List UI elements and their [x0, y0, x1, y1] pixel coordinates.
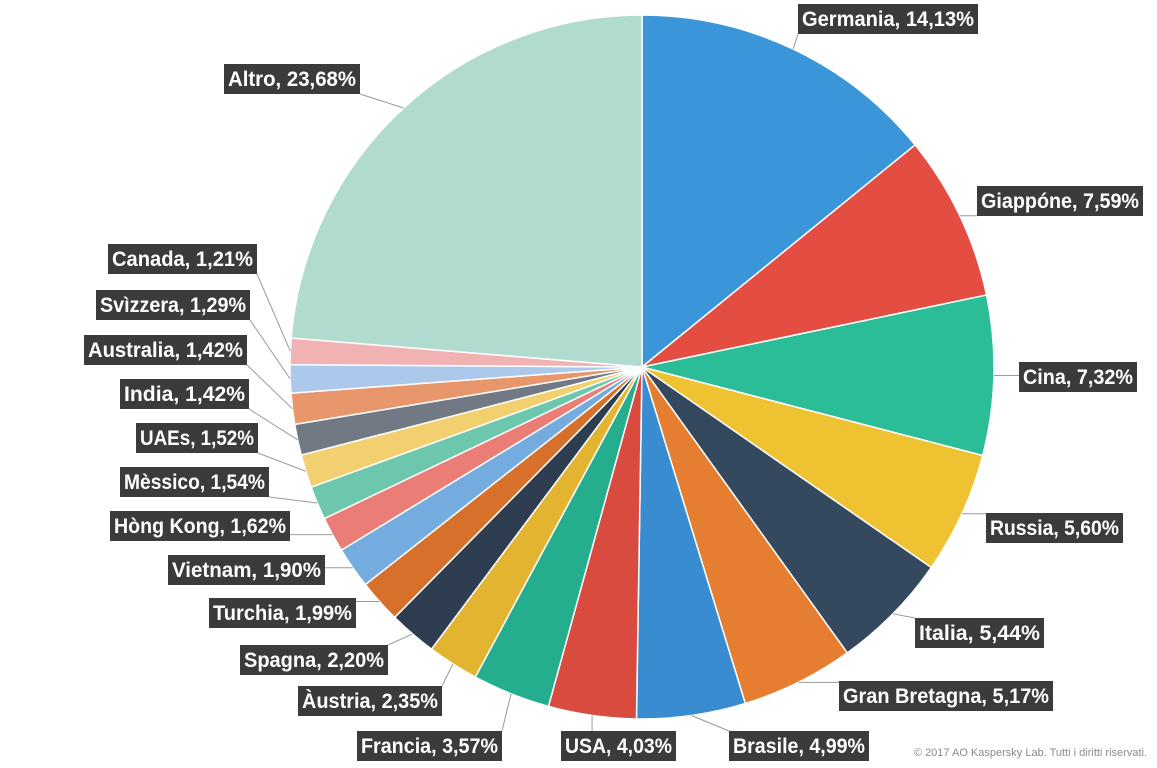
slice-label: Vietnam, 1,90%	[168, 555, 325, 585]
leader-line	[892, 613, 916, 619]
slice-label-text: USA, 4,03%	[565, 735, 672, 758]
slice-label: Spagna, 2,20%	[240, 645, 388, 675]
leader-line	[256, 273, 291, 352]
slice-label: Russia, 5,60%	[986, 513, 1123, 543]
slice-labels: Germania, 14,13% Giappóne, 7,59% Cina, 7,3…	[84, 4, 1143, 761]
leader-line	[441, 663, 454, 687]
slice-label-text: Russia, 5,60%	[990, 517, 1119, 540]
slice-label-text: Francia, 3,57%	[361, 735, 498, 758]
leader-line	[248, 408, 298, 441]
slice-label: Canada, 1,21%	[108, 244, 257, 274]
slice-label: Àustria, 2,35%	[298, 686, 442, 716]
slice-label-text: Àustria, 2,35%	[302, 690, 438, 713]
slice-label-text: Mèssico, 1,54%	[124, 471, 265, 494]
slice-label-text: Germania, 14,13%	[802, 8, 974, 31]
leader-line	[246, 364, 293, 410]
slice-label-box	[798, 4, 978, 34]
leader-line	[387, 633, 413, 646]
leader-line	[359, 93, 404, 109]
slice-label-box	[240, 645, 388, 675]
leader-line	[792, 33, 799, 50]
slice-label-text: UAEs, 1,52%	[140, 427, 254, 450]
slice-label-box	[1019, 362, 1137, 392]
slice-label-box	[986, 513, 1123, 543]
slice-label-box	[84, 335, 247, 365]
slice-label-text: Cina, 7,32%	[1023, 366, 1133, 389]
slice-label-box	[915, 618, 1044, 648]
slice-label-box	[298, 686, 442, 716]
slice-label-box	[977, 186, 1143, 216]
slice-label: Mèssico, 1,54%	[120, 467, 269, 497]
slice-label: Svìzzera, 1,29%	[96, 290, 250, 320]
slice-label-box	[136, 423, 258, 453]
slice-label-text: Australia, 1,42%	[88, 339, 243, 362]
leader-line	[691, 715, 730, 732]
leader-line	[257, 452, 306, 472]
slice-label-text: Hòng Kong, 1,62%	[114, 515, 286, 538]
slice-label: USA, 4,03%	[561, 731, 676, 761]
pie-slice	[641, 143, 988, 368]
slice-label-box	[120, 467, 269, 497]
slice-label-text: Brasile, 4,99%	[733, 735, 865, 758]
slice-label: Altro, 23,68%	[224, 64, 360, 94]
leader-lines	[246, 33, 1019, 732]
slice-label-box	[168, 555, 325, 585]
slice-label: Gran Bretagna, 5,17%	[839, 681, 1053, 711]
slice-label-text: Svìzzera, 1,29%	[100, 294, 246, 317]
leader-line	[249, 319, 291, 380]
slice-label-text: Vietnam, 1,90%	[172, 559, 321, 582]
slice-label-box	[224, 64, 360, 94]
slice-label-text: Italia, 5,44%	[919, 622, 1040, 645]
slice-label: Giappóne, 7,59%	[977, 186, 1143, 216]
slice-label: Germania, 14,13%	[798, 4, 978, 34]
slice-label: India, 1,42%	[120, 379, 249, 409]
slice-label-box	[209, 598, 356, 628]
slice-label-box	[110, 511, 290, 541]
slice-label-text: Spagna, 2,20%	[244, 649, 384, 672]
slice-label: Brasile, 4,99%	[729, 731, 869, 761]
slice-label: Turchia, 1,99%	[209, 598, 356, 628]
slice-label-text: Giappóne, 7,59%	[981, 190, 1139, 213]
slice-label: Italia, 5,44%	[915, 618, 1044, 648]
slice-label: Hòng Kong, 1,62%	[110, 511, 290, 541]
slice-label-text: Gran Bretagna, 5,17%	[843, 685, 1049, 708]
slice-label-box	[357, 731, 502, 761]
slice-label-text: Altro, 23,68%	[228, 68, 356, 91]
slice-label-box	[120, 379, 249, 409]
pie-slice	[641, 294, 995, 457]
slice-label-text: Turchia, 1,99%	[213, 602, 352, 625]
slice-label: Cina, 7,32%	[1019, 362, 1137, 392]
slice-label-box	[108, 244, 257, 274]
slice-label-box	[839, 681, 1053, 711]
slice-label: UAEs, 1,52%	[136, 423, 258, 453]
leader-line	[501, 693, 512, 732]
slice-label: Francia, 3,57%	[357, 731, 502, 761]
slice-label-text: Canada, 1,21%	[112, 248, 253, 271]
slice-label: Australia, 1,42%	[84, 335, 247, 365]
slice-label-box	[729, 731, 869, 761]
pie-slices	[289, 14, 995, 720]
copyright-notice: © 2017 AO Kaspersky Lab. Tutti i diritti…	[913, 747, 1147, 759]
leader-line	[268, 496, 318, 504]
slice-label-box	[96, 290, 250, 320]
slice-label-box	[561, 731, 676, 761]
slice-label-text: India, 1,42%	[124, 383, 245, 406]
